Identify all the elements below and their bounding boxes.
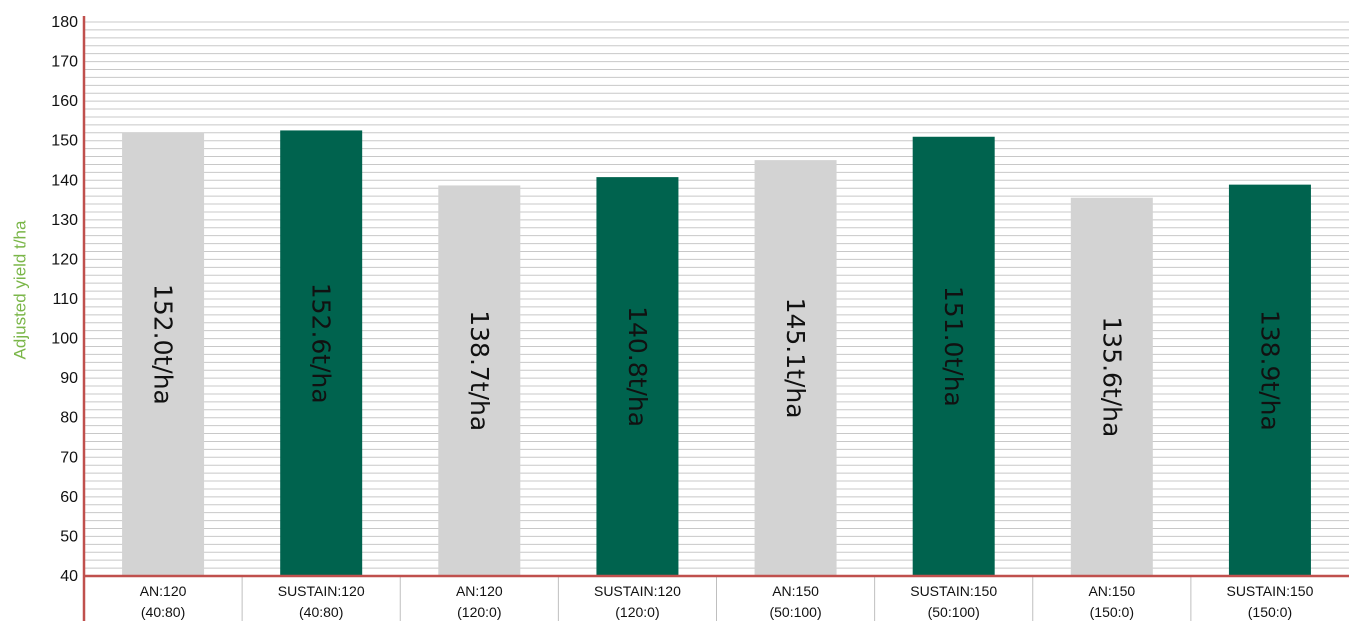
bar-value-label: 138.9t/ha: [1255, 310, 1284, 431]
y-tick-label: 180: [51, 14, 78, 31]
bar-value-label: 152.6t/ha: [307, 283, 336, 404]
category-labels: AN:120 (40:80) SUSTAIN:120 (40:80) AN:120 (12…: [140, 576, 1314, 621]
category-sublabel: (40:80): [299, 604, 343, 620]
bar-value-label: 140.8t/ha: [623, 306, 652, 427]
bar: [1228, 184, 1311, 577]
y-tick-label: 150: [51, 133, 78, 150]
bar-value-label: 151.0t/ha: [939, 286, 968, 407]
category-sublabel: (50:100): [928, 604, 980, 620]
y-tick-label: 70: [60, 449, 78, 466]
category-sublabel: (120:0): [615, 604, 659, 620]
bar-value-label: 135.6t/ha: [1097, 316, 1126, 437]
category-label: SUSTAIN:150: [910, 583, 997, 599]
y-tick-label: 60: [60, 489, 78, 506]
gridlines: [84, 21, 1349, 569]
category-sublabel: (40:80): [141, 604, 185, 620]
bar: [280, 130, 363, 576]
bar: [1070, 197, 1153, 576]
category-label: AN:120: [456, 583, 503, 599]
y-tick-label: 170: [51, 54, 78, 71]
category-label: AN:150: [772, 583, 819, 599]
bar: [912, 136, 995, 576]
y-tick-label: 50: [60, 528, 78, 545]
bar: [754, 160, 837, 576]
y-tick-label: 130: [51, 212, 78, 229]
bar-value-label: 145.1t/ha: [781, 298, 810, 419]
y-tick-label: 140: [51, 172, 78, 189]
category-sublabel: (150:0): [1090, 604, 1134, 620]
bar: [438, 185, 521, 576]
bar: [122, 132, 205, 577]
category-label: SUSTAIN:150: [1226, 583, 1313, 599]
category-sublabel: (120:0): [457, 604, 501, 620]
bars: 152.0t/ha 152.6t/ha 138.7t/ha 140.8t/ha 145.…: [122, 130, 1311, 577]
y-tick-label: 160: [51, 93, 78, 110]
y-tick-label: 110: [52, 291, 78, 308]
y-tick-labels: 40 50 60 70 80 90 100 110 120 130 140 150 160 170 180: [51, 14, 78, 585]
y-tick-label: 100: [51, 331, 78, 348]
y-tick-label: 120: [51, 251, 78, 268]
category-label: AN:120: [140, 583, 187, 599]
y-axis-label: Adjusted yield t/ha: [11, 220, 30, 359]
category-label: SUSTAIN:120: [594, 583, 681, 599]
category-label: SUSTAIN:120: [278, 583, 365, 599]
axes: [82, 16, 1349, 621]
category-sublabel: (150:0): [1248, 604, 1292, 620]
bar: [596, 177, 679, 576]
y-tick-label: 90: [60, 370, 78, 387]
bar-value-label: 152.0t/ha: [149, 284, 178, 405]
category-sublabel: (50:100): [769, 604, 821, 620]
bar-value-label: 138.7t/ha: [465, 310, 494, 431]
y-tick-label: 40: [60, 568, 78, 585]
y-tick-label: 80: [60, 410, 78, 427]
category-label: AN:150: [1088, 583, 1135, 599]
